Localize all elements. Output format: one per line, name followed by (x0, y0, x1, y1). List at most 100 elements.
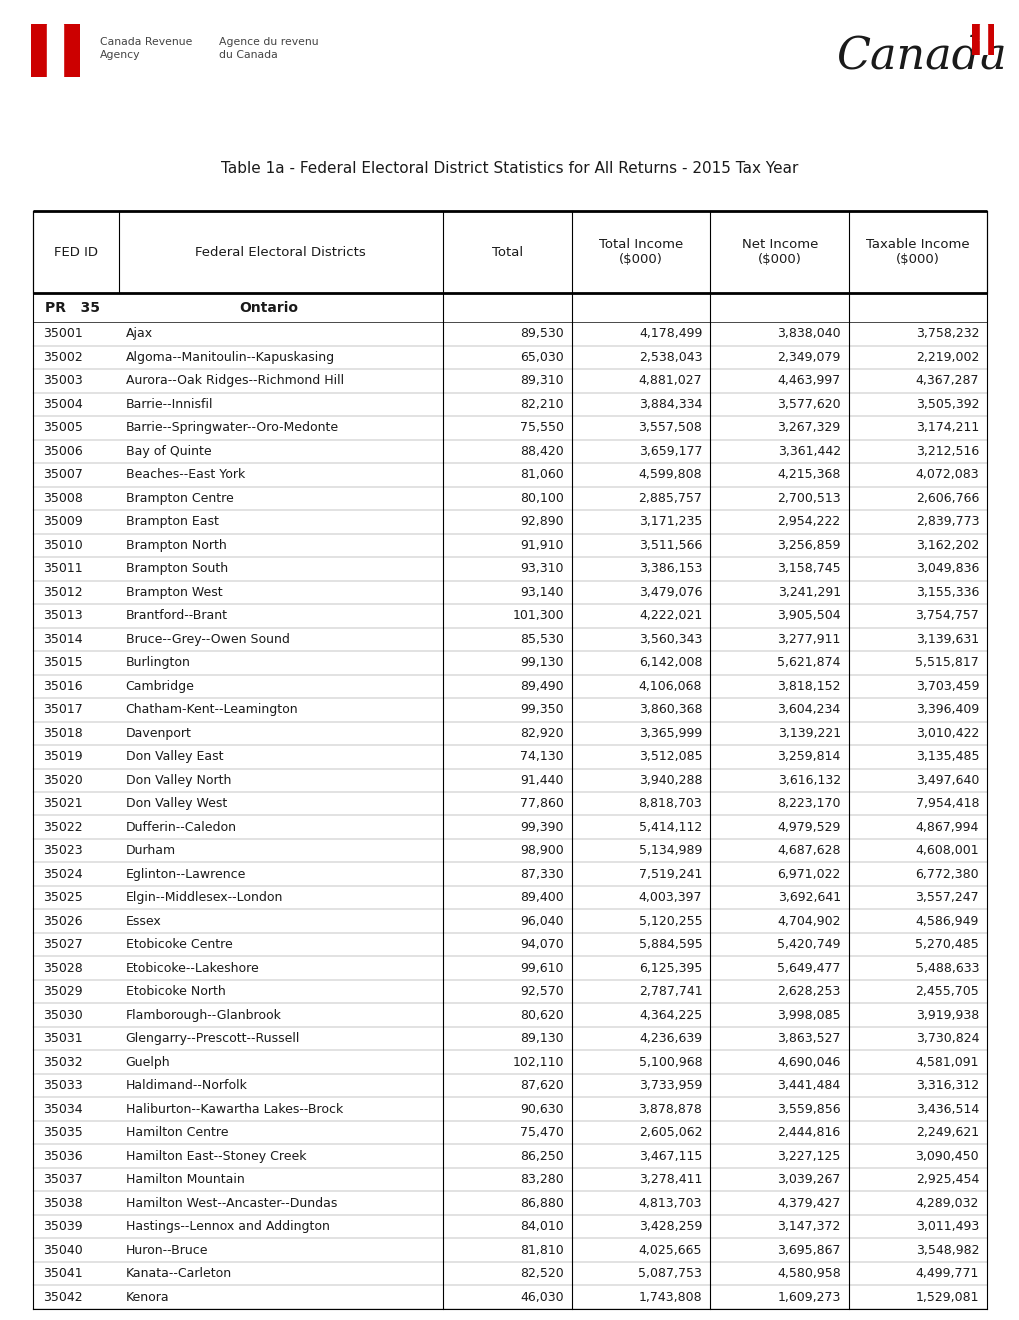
Text: 35021: 35021 (43, 797, 83, 810)
Text: 35042: 35042 (43, 1291, 83, 1304)
Text: 35017: 35017 (43, 704, 83, 717)
Text: 3,361,442: 3,361,442 (776, 445, 840, 458)
Text: 6,125,395: 6,125,395 (638, 962, 702, 974)
Text: 5,270,485: 5,270,485 (914, 939, 978, 952)
Text: 4,813,703: 4,813,703 (638, 1197, 702, 1209)
Text: 3,878,878: 3,878,878 (638, 1102, 702, 1115)
Text: 3,659,177: 3,659,177 (638, 445, 702, 458)
Text: 4,178,499: 4,178,499 (638, 327, 702, 341)
Text: 3,212,516: 3,212,516 (915, 445, 978, 458)
Text: Glengarry--Prescott--Russell: Glengarry--Prescott--Russell (125, 1032, 300, 1045)
Text: Algoma--Manitoulin--Kapuskasing: Algoma--Manitoulin--Kapuskasing (125, 351, 334, 364)
Text: 89,490: 89,490 (520, 680, 564, 693)
Text: 3,557,247: 3,557,247 (915, 891, 978, 904)
Text: 5,414,112: 5,414,112 (639, 821, 702, 834)
Text: 3,259,814: 3,259,814 (776, 750, 840, 763)
Text: Hamilton Mountain: Hamilton Mountain (125, 1173, 245, 1187)
Polygon shape (48, 40, 62, 61)
Text: 3,278,411: 3,278,411 (638, 1173, 702, 1187)
Text: 3,139,631: 3,139,631 (915, 632, 978, 645)
Text: Brampton West: Brampton West (125, 586, 222, 599)
Text: 1,609,273: 1,609,273 (776, 1291, 840, 1304)
Text: 80,100: 80,100 (520, 492, 564, 504)
Text: Barrie--Innisfil: Barrie--Innisfil (125, 397, 213, 411)
Text: 87,330: 87,330 (520, 867, 564, 880)
Text: 92,890: 92,890 (520, 515, 564, 528)
Text: 75,470: 75,470 (520, 1126, 564, 1139)
Text: 89,400: 89,400 (520, 891, 564, 904)
Text: 3,158,745: 3,158,745 (776, 562, 840, 576)
Text: 91,910: 91,910 (520, 539, 564, 552)
Text: Don Valley West: Don Valley West (125, 797, 227, 810)
Text: 3,135,485: 3,135,485 (915, 750, 978, 763)
Text: 3,863,527: 3,863,527 (776, 1032, 840, 1045)
Text: 77,860: 77,860 (520, 797, 564, 810)
Text: 4,364,225: 4,364,225 (639, 1008, 702, 1022)
Text: 3,511,566: 3,511,566 (638, 539, 702, 552)
Text: 3,171,235: 3,171,235 (638, 515, 702, 528)
Text: 3,730,824: 3,730,824 (915, 1032, 978, 1045)
Text: Canada Revenue
Agency: Canada Revenue Agency (100, 37, 193, 61)
Text: 3,227,125: 3,227,125 (776, 1150, 840, 1163)
Text: 3,162,202: 3,162,202 (915, 539, 978, 552)
Text: 35015: 35015 (43, 656, 83, 669)
Text: 88,420: 88,420 (520, 445, 564, 458)
Text: 4,379,427: 4,379,427 (776, 1197, 840, 1209)
Polygon shape (979, 33, 985, 46)
Text: Haliburton--Kawartha Lakes--Brock: Haliburton--Kawartha Lakes--Brock (125, 1102, 342, 1115)
Text: Dufferin--Caledon: Dufferin--Caledon (125, 821, 236, 834)
Text: 2,787,741: 2,787,741 (638, 985, 702, 998)
Bar (31, 24, 47, 77)
Text: 4,367,287: 4,367,287 (915, 375, 978, 387)
Text: 5,884,595: 5,884,595 (638, 939, 702, 952)
Text: 4,581,091: 4,581,091 (915, 1056, 978, 1069)
Text: 35023: 35023 (43, 845, 83, 857)
Text: 6,142,008: 6,142,008 (638, 656, 702, 669)
Text: 3,559,856: 3,559,856 (776, 1102, 840, 1115)
Text: 2,349,079: 2,349,079 (776, 351, 840, 364)
Text: 3,733,959: 3,733,959 (638, 1080, 702, 1092)
Text: 3,818,152: 3,818,152 (776, 680, 840, 693)
Text: 46,030: 46,030 (520, 1291, 564, 1304)
Text: 35033: 35033 (43, 1080, 83, 1092)
Text: 84,010: 84,010 (520, 1220, 564, 1233)
Text: 35020: 35020 (43, 774, 83, 787)
Text: 35006: 35006 (43, 445, 83, 458)
Text: 98,900: 98,900 (520, 845, 564, 857)
Text: 35009: 35009 (43, 515, 83, 528)
Text: 90,630: 90,630 (520, 1102, 564, 1115)
Text: 4,867,994: 4,867,994 (915, 821, 978, 834)
Text: 5,087,753: 5,087,753 (638, 1267, 702, 1280)
Text: 89,130: 89,130 (520, 1032, 564, 1045)
Text: 94,070: 94,070 (520, 939, 564, 952)
Text: Hastings--Lennox and Addington: Hastings--Lennox and Addington (125, 1220, 329, 1233)
Text: 2,219,002: 2,219,002 (915, 351, 978, 364)
Text: 35014: 35014 (43, 632, 83, 645)
Text: 35040: 35040 (43, 1243, 83, 1257)
Text: 4,499,771: 4,499,771 (915, 1267, 978, 1280)
Text: 99,610: 99,610 (520, 962, 564, 974)
Text: 35041: 35041 (43, 1267, 83, 1280)
Text: 101,300: 101,300 (512, 610, 564, 622)
Text: 35011: 35011 (43, 562, 83, 576)
Bar (63, 24, 79, 77)
Text: Flamborough--Glanbrook: Flamborough--Glanbrook (125, 1008, 281, 1022)
Text: 35030: 35030 (43, 1008, 83, 1022)
Text: 3,011,493: 3,011,493 (915, 1220, 978, 1233)
Text: 65,030: 65,030 (520, 351, 564, 364)
Text: Bay of Quinte: Bay of Quinte (125, 445, 211, 458)
Text: Table 1a - Federal Electoral District Statistics for All Returns - 2015 Tax Year: Table 1a - Federal Electoral District St… (221, 161, 798, 177)
Text: 3,479,076: 3,479,076 (638, 586, 702, 599)
Text: 102,110: 102,110 (512, 1056, 564, 1069)
Text: 89,530: 89,530 (520, 327, 564, 341)
Text: 35035: 35035 (43, 1126, 83, 1139)
Text: 5,621,874: 5,621,874 (776, 656, 840, 669)
Text: Brampton East: Brampton East (125, 515, 218, 528)
Text: 2,444,816: 2,444,816 (776, 1126, 840, 1139)
Text: 5,120,255: 5,120,255 (638, 915, 702, 928)
Text: Hamilton East--Stoney Creek: Hamilton East--Stoney Creek (125, 1150, 306, 1163)
Text: 3,860,368: 3,860,368 (638, 704, 702, 717)
Text: 1,529,081: 1,529,081 (915, 1291, 978, 1304)
Text: 3,428,259: 3,428,259 (638, 1220, 702, 1233)
Text: 35038: 35038 (43, 1197, 83, 1209)
